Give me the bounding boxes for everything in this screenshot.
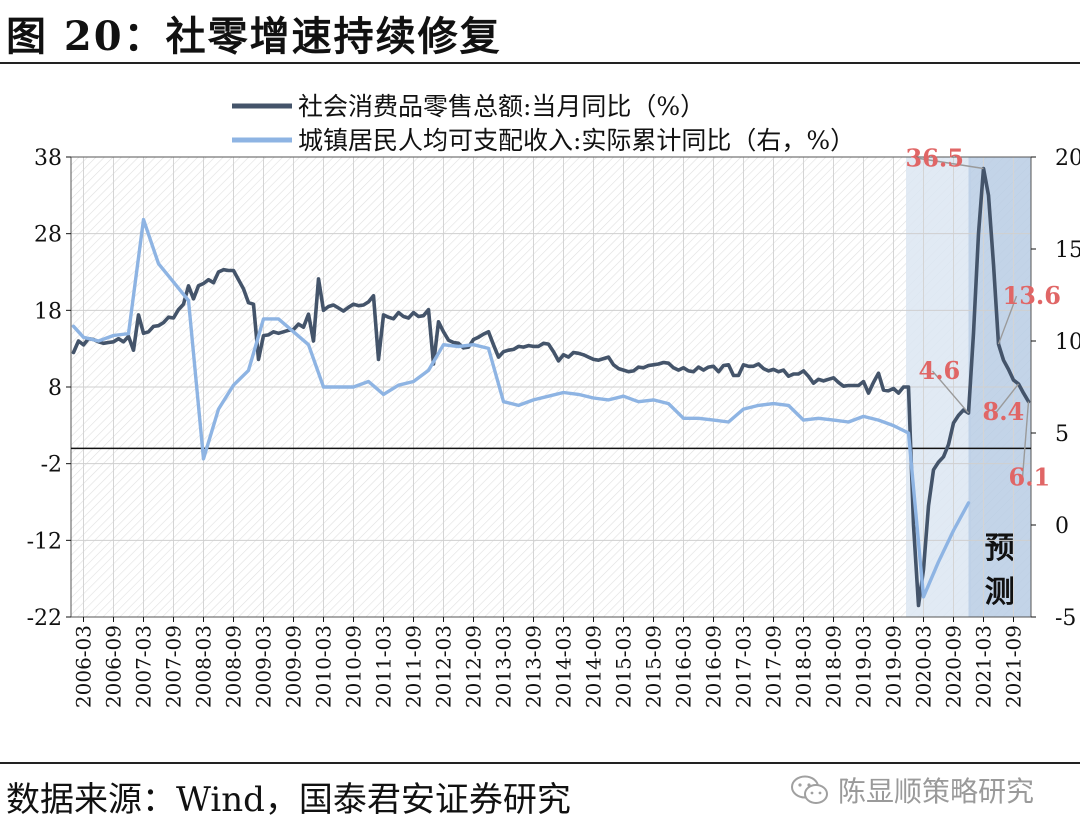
x-tick-label: 2014-09: [582, 625, 606, 708]
source-rule: [0, 762, 1080, 764]
right-tick-label: 10: [1055, 330, 1080, 355]
x-tick-label: 2010-03: [312, 625, 336, 708]
right-tick-label: -5: [1055, 606, 1076, 631]
annotation-label: 4.6: [919, 356, 961, 385]
right-tick-label: 20: [1055, 146, 1080, 171]
forecast-label-char: 测: [985, 575, 1015, 610]
x-tick-label: 2012-03: [432, 625, 456, 708]
right-tick-label: 15: [1055, 238, 1080, 263]
chart-legend: 社会消费品零售总额:当月同比（%） 城镇居民人均可支配收入:实际累计同比（右，%…: [232, 92, 855, 155]
annotation-leader: [931, 370, 970, 414]
left-tick-label: 18: [34, 299, 62, 324]
x-tick-label: 2009-09: [282, 625, 306, 708]
line-chart: 社会消费品零售总额:当月同比（%） 城镇居民人均可支配收入:实际累计同比（右，%…: [27, 92, 1080, 708]
x-tick-label: 2015-09: [642, 625, 666, 708]
annotation-label: 6.1: [1009, 463, 1051, 492]
annotation-label: 13.6: [1003, 281, 1061, 310]
annotation-leader: [995, 383, 1020, 413]
x-tick-label: 2018-03: [792, 625, 816, 708]
legend-label-retail: 社会消费品零售总额:当月同比（%）: [298, 92, 705, 121]
x-tick-label: 2007-03: [132, 625, 156, 708]
watermark: 陈显顺策略研究: [790, 770, 1034, 810]
source-note: 数据来源：Wind，国泰君安证券研究: [6, 780, 571, 820]
left-tick-label: -12: [27, 529, 62, 554]
x-tick-label: 2009-03: [252, 625, 276, 708]
x-tick-label: 2011-03: [372, 625, 396, 708]
annotation-label: 8.4: [983, 397, 1025, 426]
x-tick-label: 2019-03: [852, 625, 876, 708]
gridlines: [71, 156, 1031, 618]
x-tick-label: 2012-09: [462, 625, 486, 708]
x-tick-label: 2020-03: [912, 625, 936, 708]
x-tick-label: 2019-09: [882, 625, 906, 708]
x-tick-label: 2021-03: [972, 625, 996, 708]
left-tick-label: 8: [48, 376, 62, 401]
x-tick-label: 2020-09: [942, 625, 966, 708]
x-tick-label: 2016-03: [672, 625, 696, 708]
series-lines: [71, 166, 1031, 608]
x-tick-label: 2014-03: [552, 625, 576, 708]
right-tick-label: 5: [1055, 422, 1069, 447]
x-tick-label: 2018-09: [822, 625, 846, 708]
x-tick-label: 2008-03: [192, 625, 216, 708]
x-tick-label: 2015-03: [612, 625, 636, 708]
x-tick-label: 2021-09: [1002, 625, 1026, 708]
x-tick-label: 2017-03: [732, 625, 756, 708]
annotation-leader: [997, 295, 1018, 345]
x-tick-label: 2011-09: [402, 625, 426, 708]
x-tick-label: 2007-09: [162, 625, 186, 708]
right-tick-label: 0: [1055, 514, 1069, 539]
forecast-label-char: 预: [985, 531, 1015, 566]
wechat-icon: [791, 775, 828, 804]
annotation-label: 36.5: [906, 144, 964, 173]
x-tick-label: 2017-09: [762, 625, 786, 708]
x-tick-label: 2008-09: [222, 625, 246, 708]
annotation-leader: [1021, 401, 1030, 478]
left-tick-label: 28: [34, 223, 62, 248]
series-line-urban-income: [71, 217, 971, 599]
annotations: 36.5 13.6 4.6 8.4 6.1: [906, 144, 1061, 492]
x-tick-label: 2013-09: [522, 625, 546, 708]
left-tick-label: -22: [27, 606, 62, 631]
x-tick-label: 2010-09: [342, 625, 366, 708]
watermark-text: 陈显顺策略研究: [838, 775, 1035, 808]
series-line-retail-sales: [71, 166, 1031, 608]
legend-label-income: 城镇居民人均可支配收入:实际累计同比（右，%）: [298, 126, 855, 155]
figure-title: 图 20：社零增速持续修复: [6, 13, 502, 60]
x-tick-label: 2013-03: [492, 625, 516, 708]
annotation-leader: [919, 157, 984, 170]
title-rule: [0, 62, 1080, 64]
x-tick-label: 2016-09: [702, 625, 726, 708]
left-tick-label: -2: [41, 453, 62, 478]
x-tick-label: 2006-09: [102, 625, 126, 708]
left-tick-label: 38: [34, 146, 62, 171]
x-tick-label: 2006-03: [72, 625, 96, 708]
